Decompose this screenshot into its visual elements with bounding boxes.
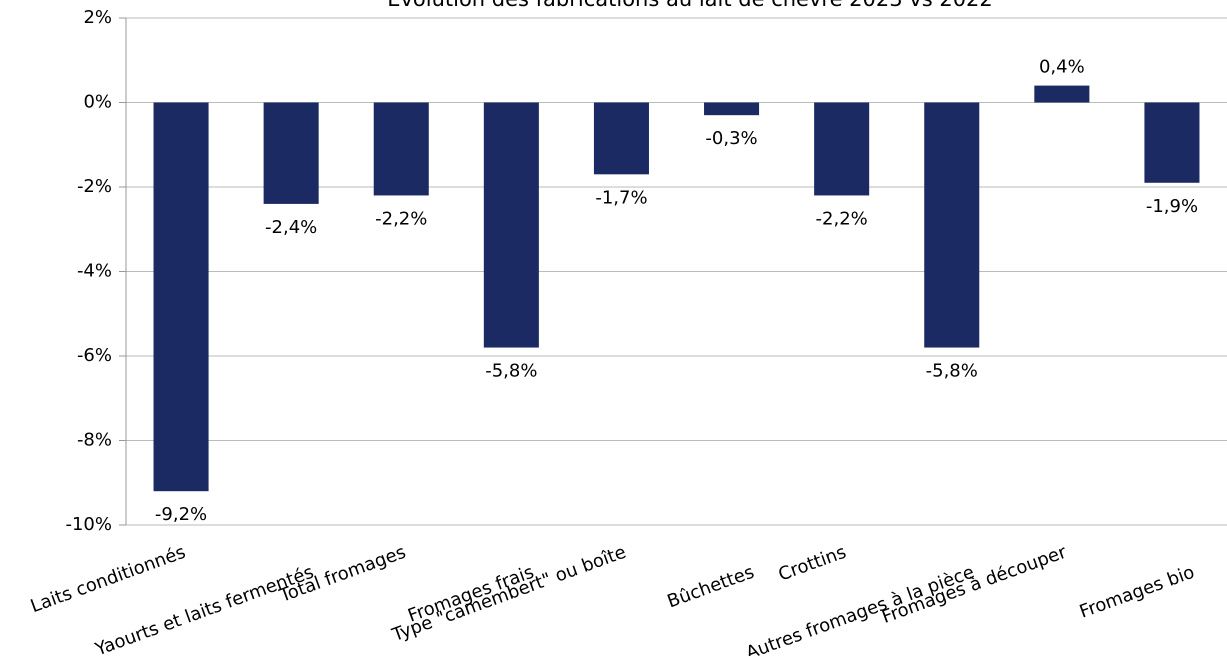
- value-label: -5,8%: [926, 361, 978, 382]
- chart-title: Évolution des fabrications au lait de ch…: [387, 0, 993, 11]
- y-tick-label: 2%: [83, 7, 112, 28]
- value-label: -5,8%: [485, 361, 537, 382]
- y-tick-label: -2%: [77, 176, 112, 197]
- x-tick-label: Bûchettes: [665, 562, 757, 613]
- bar: [373, 102, 429, 196]
- y-tick-label: -10%: [65, 514, 112, 535]
- y-tick-label: -6%: [77, 345, 112, 366]
- bar: [483, 102, 539, 348]
- bar: [153, 102, 209, 492]
- bar: [924, 102, 980, 348]
- value-label: 0,4%: [1039, 57, 1085, 78]
- value-label: -0,3%: [705, 128, 757, 149]
- value-label: -2,4%: [265, 217, 317, 238]
- x-tick-label: Crottins: [776, 542, 849, 586]
- x-tick-label: Laits conditionnés: [28, 542, 189, 618]
- value-label: -9,2%: [155, 504, 207, 525]
- value-label: -2,2%: [816, 208, 868, 229]
- y-tick-label: -8%: [77, 430, 112, 451]
- x-tick-label: Type "camembert" ou boîte: [389, 542, 629, 647]
- bar: [704, 102, 760, 116]
- y-tick-label: -4%: [77, 261, 112, 282]
- bar: [593, 102, 649, 175]
- value-label: -1,7%: [595, 187, 647, 208]
- y-tick-label: 0%: [83, 92, 112, 113]
- value-label: -1,9%: [1146, 196, 1198, 217]
- value-label: -2,2%: [375, 208, 427, 229]
- bar: [814, 102, 870, 196]
- x-tick-label: Autres fromages à la pièce: [743, 562, 977, 656]
- bar: [1034, 85, 1090, 103]
- bar: [1144, 102, 1200, 183]
- x-tick-label: Fromages bio: [1077, 562, 1198, 623]
- bar: [263, 102, 319, 204]
